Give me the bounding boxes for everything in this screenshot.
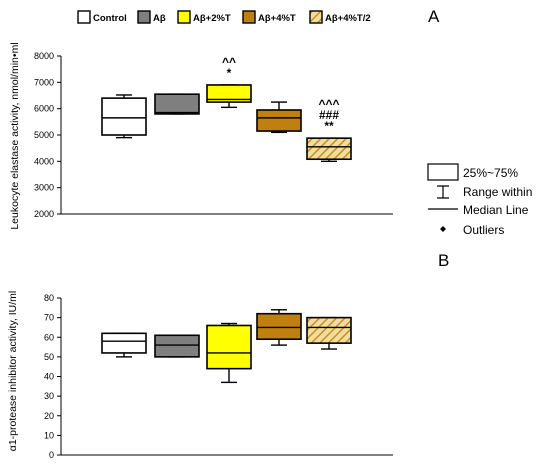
panel-b-plot: 0 10 20 30 40 50 60 70 80: [44, 293, 393, 460]
key-outlier-symbol: [440, 226, 446, 232]
legend-label-abeta-4t-half: Aβ+4%T/2: [325, 13, 371, 24]
key-range-symbol: [437, 185, 449, 199]
legend-swatch-abeta-4t: [242, 10, 256, 24]
panel-a-y-tick-label: 2000: [34, 209, 54, 219]
legend-label-abeta-2t: Aβ+2%T: [193, 13, 231, 24]
panel-a-y-tick-label: 6000: [34, 104, 54, 114]
legend-label-abeta-4t: Aβ+4%T: [258, 13, 296, 24]
panel-b-control-box: [101, 332, 147, 354]
panel-b-abeta-2-t-box: [206, 324, 252, 370]
panel-b-y-tick-label: 60: [44, 332, 54, 342]
panel-a-abeta-box: [154, 93, 200, 115]
panel-a-abeta-4-t-2-significance-label: ###: [319, 108, 339, 122]
panel-a-y-tick-label: 4000: [34, 156, 54, 166]
panel-a-y-tick-label: 5000: [34, 130, 54, 140]
panel-a-plot: 2000 3000 4000 5000 6000 7000 8000 ^^* ^^^###**: [34, 51, 393, 219]
panel-b-y-tick-label: 30: [44, 391, 54, 401]
panel-b-abeta-4-t-box: [256, 312, 302, 341]
key-box-swatch: [427, 163, 459, 181]
panel-b-y-tick-label: 10: [44, 430, 54, 440]
panel-b-y-tick-label: 70: [44, 313, 54, 323]
panel-a-y-tick-label: 3000: [34, 183, 54, 193]
panel-a-y-axis-title: Leukocyte elastase activity, nmol/min•ml: [9, 42, 21, 229]
key-median-label: Median Line: [463, 203, 529, 217]
panel-a-abeta-2-t-significance-label: ^^: [222, 55, 236, 69]
panel-a-abeta-2-t-box: [206, 84, 252, 103]
legend-label-abeta: Aβ: [153, 13, 166, 24]
panel-b-abeta-4-t-2-box: [306, 316, 352, 344]
panel-label-b: B: [438, 251, 449, 270]
panel-b-abeta-box: [154, 334, 200, 358]
legend-swatch-abeta: [137, 10, 151, 24]
legend-label-control: Control: [93, 13, 127, 24]
key-range-label: Range within: [463, 185, 532, 199]
key-box-label: 25%~75%: [463, 166, 518, 180]
legend-swatch-control: [77, 10, 91, 24]
panel-b-y-tick-label: 0: [49, 450, 54, 460]
key-outlier-label: Outliers: [463, 223, 504, 237]
legend: Control Aβ Aβ+2%T Aβ+4%T Aβ+4%T/2: [77, 10, 371, 24]
panel-a-y-tick-label: 8000: [34, 51, 54, 61]
panel-a-abeta-4-t-box: [256, 109, 302, 132]
panel-a-abeta-4-t-2-box: [306, 137, 352, 161]
panel-a-abeta-4-t-2-significance-label: **: [324, 119, 334, 133]
panel-a-abeta-2-t-significance-label: *: [227, 66, 232, 80]
panel-label-a: A: [428, 7, 440, 26]
panel-b-y-tick-label: 40: [44, 372, 54, 382]
box-plot-key: 25%~75% Range within Median Line Outlier…: [427, 163, 532, 237]
panel-a-y-tick-label: 7000: [34, 77, 54, 87]
panel-a-abeta-4-t-2-significance-label: ^^^: [318, 97, 339, 111]
panel-b-y-tick-label: 20: [44, 411, 54, 421]
panel-b-y-tick-label: 80: [44, 293, 54, 303]
panel-a-control-box: [101, 97, 147, 136]
panel-b-y-tick-label: 50: [44, 352, 54, 362]
panel-b-y-axis-title: α1-protease inhibitor activity, IU/ml: [7, 291, 19, 452]
legend-swatch-abeta-4t-half: [309, 10, 323, 24]
legend-swatch-abeta-2t: [177, 10, 191, 24]
